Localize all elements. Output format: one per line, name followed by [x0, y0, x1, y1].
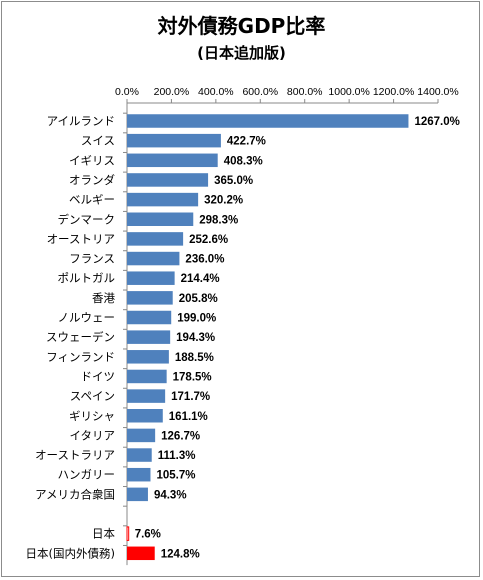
value-label: 422.7%	[227, 136, 266, 148]
value-label: 1267.0%	[414, 116, 459, 128]
value-label: 94.3%	[154, 489, 187, 501]
bar	[127, 369, 167, 384]
bar	[127, 467, 151, 482]
value-label: 236.0%	[185, 254, 224, 266]
category-label: ノルウェー	[58, 311, 116, 325]
bar	[127, 350, 169, 364]
x-tick-label: 600.0%	[242, 86, 278, 98]
bar	[127, 448, 152, 462]
value-label: 298.3%	[199, 214, 238, 226]
labels: アイルランド 1267.0% スイス 422.7% イギリス 408.3% オランダ 365.…	[26, 114, 460, 560]
bar	[127, 330, 171, 344]
category-label: オーストリア	[47, 232, 115, 246]
chart-subtitle: (日本追加版)	[197, 44, 286, 62]
value-label: 126.7%	[161, 430, 200, 442]
x-tick-label: 200.0%	[154, 86, 190, 98]
x-tick-label: 800.0%	[287, 86, 323, 98]
value-label: 252.6%	[189, 234, 228, 246]
bar	[127, 389, 166, 403]
value-label: 408.3%	[224, 155, 263, 167]
category-label: ハンガリー	[58, 468, 116, 482]
category-label: オランダ	[69, 173, 115, 187]
value-label: 178.5%	[173, 371, 212, 383]
bar	[127, 212, 194, 226]
bar	[127, 114, 409, 128]
category-label: 日本(国内外債務)	[26, 546, 115, 560]
category-label: フランス	[69, 252, 115, 266]
value-label: 124.8%	[161, 548, 200, 560]
bar	[127, 546, 155, 561]
bar	[127, 133, 221, 148]
value-label: 105.7%	[156, 470, 195, 482]
bars	[126, 114, 409, 561]
category-label: アイルランド	[47, 114, 115, 128]
x-tick-label: 400.0%	[198, 86, 234, 98]
category-label: アメリカ合衆国	[35, 487, 115, 501]
value-label: 111.3%	[158, 450, 196, 462]
bar	[126, 526, 130, 541]
value-label: 7.6%	[135, 529, 161, 541]
bar	[127, 173, 209, 187]
x-tick-label: 1400.0%	[417, 86, 458, 98]
category-label: ベルギー	[69, 193, 115, 207]
value-label: 171.7%	[171, 391, 210, 403]
bar	[127, 487, 148, 502]
category-label: スウェーデン	[46, 330, 115, 344]
bar	[127, 310, 172, 325]
value-label: 214.4%	[181, 273, 220, 285]
value-label: 188.5%	[175, 352, 214, 364]
category-label: オーストラリア	[35, 448, 115, 462]
category-label: ポルトガル	[58, 271, 116, 285]
category-label: デンマーク	[58, 212, 116, 226]
category-label: スイス	[81, 134, 115, 148]
x-tick-label: 1000.0%	[328, 86, 369, 98]
bar	[127, 251, 180, 266]
category-label: イタリア	[69, 428, 115, 442]
value-label: 199.0%	[177, 313, 216, 325]
category-label: スペイン	[70, 389, 115, 403]
x-tick-label: 0.0%	[115, 86, 139, 98]
value-label: 365.0%	[214, 175, 253, 187]
x-tick-label: 1200.0%	[373, 86, 414, 98]
bar	[127, 271, 175, 285]
category-label: 香港	[92, 291, 115, 305]
category-label: ギリシャ	[69, 409, 115, 423]
bar	[127, 428, 156, 443]
category-label: フィンランド	[46, 350, 115, 364]
value-label: 320.2%	[204, 195, 243, 207]
value-label: 194.3%	[176, 332, 215, 344]
value-label: 205.8%	[179, 293, 218, 305]
value-label: 161.1%	[169, 411, 208, 423]
category-label: 日本	[92, 527, 115, 541]
category-label: イギリス	[69, 153, 115, 167]
bar	[127, 409, 163, 423]
bar	[127, 232, 184, 246]
bar	[127, 153, 218, 168]
bar	[127, 291, 173, 305]
bar	[127, 192, 199, 207]
category-label: ドイツ	[81, 369, 116, 383]
chart-title: 対外債務GDP比率	[157, 14, 326, 38]
